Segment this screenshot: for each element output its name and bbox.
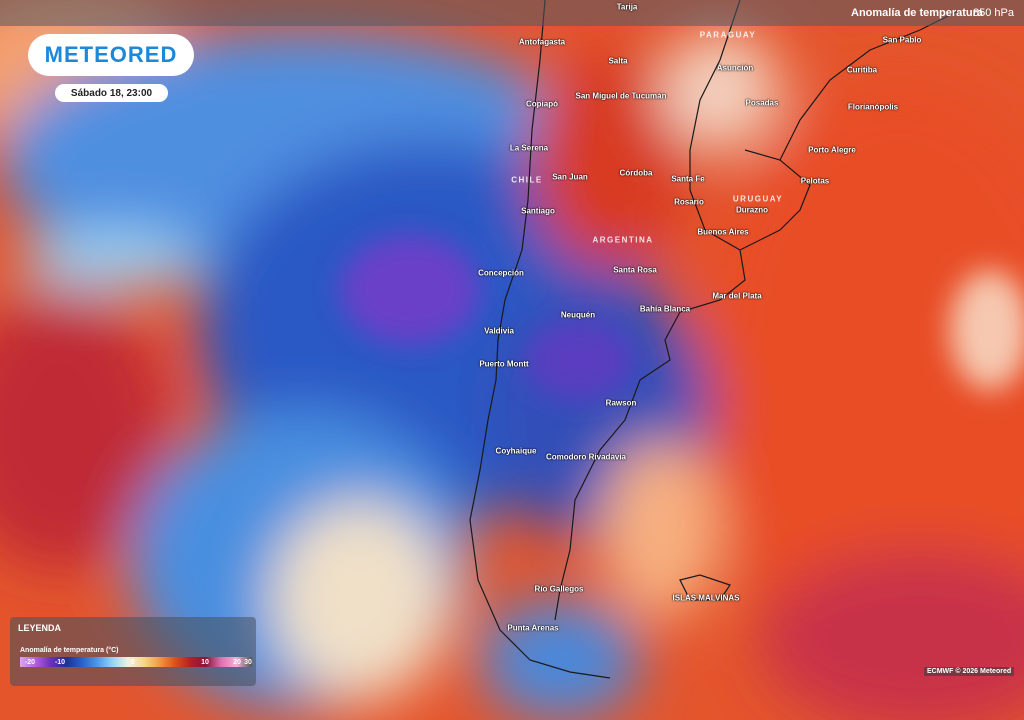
city-label: Coyhaique	[495, 446, 537, 456]
city-label: ISLAS MALVINAS	[672, 593, 740, 603]
city-label: Posadas	[745, 98, 779, 108]
credit: ECMWF © 2026 Meteored	[924, 667, 1015, 676]
city-label: Salta	[608, 56, 628, 66]
legend-title: LEYENDA	[18, 623, 62, 633]
city-label: Bahía Blanca	[639, 304, 691, 314]
country-label: ARGENTINA	[592, 235, 654, 245]
legend-tick: 20	[233, 659, 241, 666]
color-scale	[20, 657, 252, 667]
city-label: Buenos Aires	[697, 227, 749, 237]
legend-tick: -10	[54, 659, 66, 666]
legend-tick: -20	[24, 659, 36, 666]
legend-tick: 10	[201, 659, 209, 666]
city-label: Asunción	[716, 63, 754, 73]
city-label: Río Gallegos	[534, 584, 584, 594]
city-label: Rosario	[674, 197, 704, 207]
legend: LEYENDA Anomalía de temperatura (°C) -20…	[10, 617, 256, 686]
logo[interactable]: METEORED	[28, 34, 194, 76]
city-label: Florianópolis	[847, 102, 899, 112]
city-label: Punta Arenas	[507, 623, 559, 633]
city-label: San Pablo	[882, 35, 922, 45]
city-label: Mar del Plata	[712, 291, 762, 301]
city-label: Córdoba	[619, 168, 653, 178]
city-label: Antofagasta	[518, 37, 566, 47]
city-label: Santiago	[521, 206, 555, 216]
country-label: PARAGUAY	[699, 30, 757, 40]
city-label: La Serena	[509, 143, 549, 153]
map-title: Anomalía de temperatura	[851, 7, 984, 19]
city-label: Tarija	[616, 2, 638, 12]
legend-subtitle: Anomalía de temperatura (°C)	[20, 647, 119, 654]
city-label: Comodoro Rivadavia	[545, 452, 627, 462]
legend-tick: 0	[131, 659, 135, 666]
city-label: Concepción	[478, 268, 524, 278]
pressure-level: 850 hPa	[973, 7, 1014, 19]
city-label: Porto Alegre	[808, 145, 856, 155]
city-label: San Miguel de Tucumán	[575, 91, 667, 101]
country-label: URUGUAY	[732, 194, 784, 204]
city-label: Valdivia	[484, 326, 514, 336]
city-label: Santa Fe	[671, 174, 705, 184]
forecast-date: Sábado 18, 23:00	[55, 84, 168, 102]
city-label: Copiapó	[526, 99, 558, 109]
city-label: Neuquén	[560, 310, 596, 320]
city-label: Pelotas	[800, 176, 830, 186]
city-label: Curitiba	[846, 65, 878, 75]
top-bar	[0, 0, 1024, 26]
city-label: Rawson	[605, 398, 637, 408]
city-label: San Juan	[552, 172, 588, 182]
country-label: CHILE	[511, 175, 543, 185]
city-label: Puerto Montt	[479, 359, 529, 369]
city-label: Durazno	[736, 205, 768, 215]
legend-tick: 30	[244, 659, 252, 666]
city-label: Santa Rosa	[613, 265, 657, 275]
